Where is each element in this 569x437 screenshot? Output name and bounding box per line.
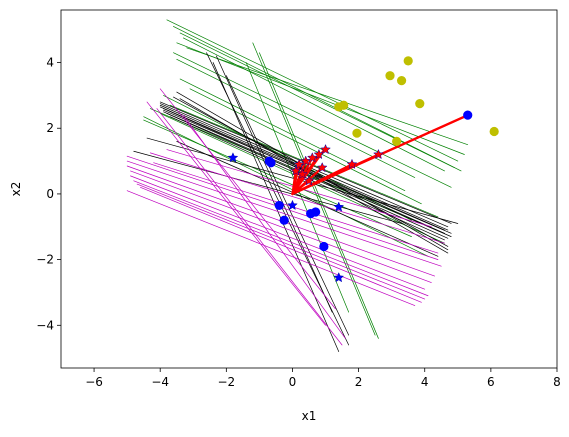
black-line-segment (216, 55, 333, 313)
green-line-segment (179, 32, 455, 169)
green-line-segment (179, 78, 406, 191)
red-star-point (320, 143, 331, 155)
blue-star-point (227, 152, 239, 163)
magenta-line-segment (146, 101, 326, 326)
green-line-segment (143, 116, 429, 257)
red-star-point (346, 158, 358, 169)
green-line-segment (252, 42, 376, 336)
red-star-point (303, 175, 315, 186)
magenta-line-segment (153, 162, 439, 254)
red-line-segment (291, 163, 354, 196)
olive-circle-point (489, 126, 499, 137)
magenta-line-segment (159, 88, 336, 310)
x-tick-label: −4 (151, 375, 169, 389)
red-star-point (293, 158, 305, 169)
olive-circle-point (385, 71, 395, 81)
x-tick-label: 0 (289, 375, 297, 389)
blue-star-point (333, 272, 345, 283)
plot-frame (60, 9, 558, 369)
green-line-segment (259, 52, 379, 339)
green-line-segment (176, 42, 465, 155)
green-line-segment (173, 26, 462, 172)
y-tick-label: 0 (46, 187, 54, 201)
y-tick-label: 2 (46, 121, 54, 135)
olive-circle-point (392, 136, 402, 146)
x-tick-label: 2 (355, 375, 363, 389)
magenta-line-segment (126, 160, 442, 267)
blue-circle-point (274, 200, 284, 211)
y-tick-label: −4 (36, 318, 54, 332)
blue-circle-point (463, 110, 473, 120)
olive-circle-point (339, 100, 349, 110)
x-tick-label: −6 (85, 375, 103, 389)
x-tick-label: 4 (421, 375, 429, 389)
black-line-segment (176, 91, 449, 251)
red-star-point (373, 148, 384, 160)
magenta-line-segment (136, 183, 426, 300)
green-line-segment (173, 52, 452, 188)
green-line-segment (143, 119, 412, 237)
magenta-line-segment (149, 152, 445, 244)
series-layer (126, 19, 469, 352)
blue-circle-point (266, 158, 276, 168)
magenta-line-segment (130, 175, 426, 290)
red-star-point (297, 168, 308, 179)
x-tick-label: −2 (217, 375, 235, 389)
olive-circle-point (396, 76, 407, 86)
x-axis-label: x1 (302, 409, 317, 423)
black-line-segment (166, 113, 449, 239)
magenta-line-segment (130, 170, 432, 283)
red-star-point (300, 155, 312, 166)
y-tick-label: −2 (36, 253, 54, 267)
magenta-line-segment (126, 190, 416, 306)
red-line-segment (291, 169, 297, 196)
green-line-segment (189, 88, 422, 205)
green-line-segment (182, 37, 445, 172)
x-axis-ticks: −6 −4 −2 0 2 4 6 8 (85, 368, 561, 389)
points-layer (227, 56, 499, 283)
black-line-segment (173, 96, 449, 247)
green-line-segment (186, 47, 469, 146)
magenta-line-segment (182, 114, 346, 339)
blue-circle-point (319, 241, 329, 252)
blue-star-point (333, 201, 345, 212)
magenta-line-segment (156, 108, 343, 346)
y-tick-label: 4 (46, 56, 54, 70)
magenta-line-segment (133, 180, 429, 297)
y-axis-label: x2 (9, 182, 23, 197)
red-line-segment (291, 179, 311, 196)
magenta-line-segment (140, 187, 422, 303)
olive-circle-point (415, 99, 425, 109)
plot-background (61, 10, 557, 368)
blue-circle-point (311, 207, 321, 217)
y-axis-ticks: −4 −2 0 2 4 (36, 56, 61, 332)
blue-circle-point (279, 215, 289, 225)
red-star-point (316, 161, 328, 173)
red-star-point (306, 152, 318, 163)
green-line-segment (166, 19, 459, 162)
blue-star-point (287, 199, 298, 210)
olive-circle-point (403, 56, 413, 66)
olive-circle-point (352, 128, 362, 138)
black-line-segment (176, 141, 439, 257)
x-tick-label: 6 (487, 375, 495, 389)
x-tick-label: 8 (553, 375, 561, 389)
